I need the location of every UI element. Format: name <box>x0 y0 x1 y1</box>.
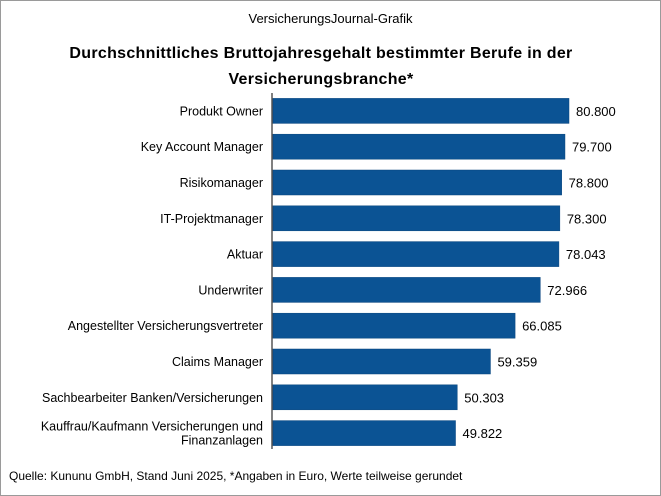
source-footer: Quelle: Kununu GmbH, Stand Juni 2025, *A… <box>9 469 463 483</box>
chart-title: Durchschnittliches Bruttojahresgehalt be… <box>69 45 573 88</box>
category-label: Sachbearbeiter Banken/Versicherungen <box>42 391 263 405</box>
bar <box>272 169 562 196</box>
source-header: VersicherungsJournal-Grafik <box>248 11 413 26</box>
bar <box>272 205 561 232</box>
bar <box>272 420 456 446</box>
data-label: 80.800 <box>576 104 616 119</box>
category-label: Aktuar <box>227 248 263 262</box>
data-label: 66.085 <box>522 319 562 334</box>
bar <box>272 98 570 124</box>
data-label: 78.800 <box>569 176 609 191</box>
data-label: 59.359 <box>497 355 537 370</box>
category-label: Produkt Owner <box>180 104 263 118</box>
bar <box>272 133 566 160</box>
bars-group: 80.800 Produkt Owner 79.700 Key Account Man… <box>41 98 616 448</box>
category-label: Kauffrau/Kaufmann Versicherungen und Fina… <box>41 420 263 448</box>
data-label: 78.300 <box>567 211 607 226</box>
data-label: 79.700 <box>572 140 612 155</box>
data-label: 49.822 <box>463 426 503 441</box>
bar <box>272 348 491 375</box>
data-label: 72.966 <box>547 283 587 298</box>
category-label: Claims Manager <box>172 355 263 369</box>
data-label: 50.303 <box>464 390 504 405</box>
category-label: Underwriter <box>198 283 263 297</box>
category-label: IT-Projektmanager <box>160 212 263 226</box>
bar <box>272 384 458 411</box>
data-label: 78.043 <box>566 247 606 262</box>
bar <box>272 312 516 339</box>
category-label: Key Account Manager <box>141 140 263 154</box>
category-label: Angestellter Versicherungsvertreter <box>68 319 263 333</box>
category-label: Risikomanager <box>180 176 263 190</box>
bar <box>272 277 541 303</box>
bar <box>272 241 560 267</box>
